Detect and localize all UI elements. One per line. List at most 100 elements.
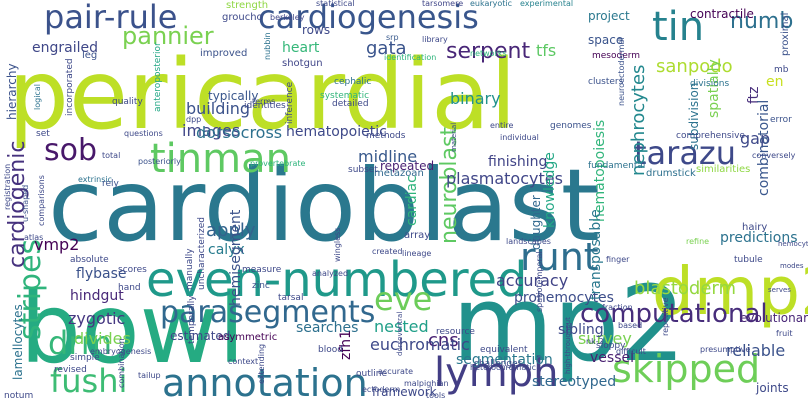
word: set <box>36 129 50 139</box>
word: en <box>766 74 784 90</box>
word: analyzed <box>312 269 348 278</box>
word: questions <box>124 129 163 138</box>
word: tools <box>426 391 445 400</box>
word: created <box>372 247 402 256</box>
word: high-throughput <box>564 317 572 374</box>
word: improved <box>200 48 247 59</box>
word: pair-rule <box>44 0 177 36</box>
word: inference <box>285 81 295 124</box>
word: cardioblast <box>48 147 600 264</box>
word: midline <box>358 147 417 166</box>
word: mp2 <box>452 263 686 385</box>
word: fundamental <box>588 161 645 171</box>
word: measure <box>242 265 282 275</box>
word: sanpodo <box>656 56 733 77</box>
word: nk-2 <box>586 337 604 346</box>
word: lamellocytes <box>11 304 25 380</box>
word: blastoderm <box>634 278 736 299</box>
word: difficult <box>616 347 646 356</box>
word: manually <box>185 248 195 290</box>
word: uncharacterized <box>197 217 207 290</box>
word: accuracy <box>496 271 568 290</box>
word: transposable <box>588 209 604 300</box>
word: calyx <box>208 242 245 258</box>
word: estimated <box>170 329 230 343</box>
word: equivalent <box>480 345 528 355</box>
word: gata <box>366 38 407 59</box>
word: spatiotemporal <box>535 251 544 312</box>
word: joints <box>755 381 789 395</box>
word: apply <box>206 220 256 241</box>
word: resource <box>436 327 475 337</box>
word: genomes <box>550 121 592 131</box>
word: blood <box>318 345 343 355</box>
word: metazoan <box>374 168 424 179</box>
word: vmp2 <box>34 235 79 254</box>
word: finishing <box>488 154 547 170</box>
word: logical <box>33 84 42 110</box>
word: simple <box>70 353 100 363</box>
word: stripes <box>13 239 48 340</box>
word: systematic <box>320 91 369 101</box>
word: methods <box>366 131 406 141</box>
word: based <box>618 321 642 330</box>
word: lineage <box>402 249 431 258</box>
word: tin <box>652 4 704 50</box>
word: spatially <box>706 59 722 118</box>
word: divides <box>74 329 131 348</box>
word: dmp2 <box>652 253 808 330</box>
word: cardiogenic <box>5 141 30 268</box>
word: finger <box>606 255 630 264</box>
word: nubbin <box>263 32 272 60</box>
word: identification <box>384 53 436 62</box>
word: mb <box>774 65 789 75</box>
word: anteroposterior <box>153 42 163 112</box>
word: tailup <box>138 371 161 380</box>
word: hematopoietic <box>286 124 387 140</box>
word: runt <box>520 235 599 279</box>
word: embryogenesis <box>90 347 151 356</box>
word: even-numbered <box>146 252 528 308</box>
word: knowledge <box>542 152 558 228</box>
word: temporally <box>187 295 197 344</box>
word: fraction <box>602 303 633 312</box>
word: framework <box>372 385 437 399</box>
word: evolutionary <box>740 311 808 325</box>
word: skipped <box>612 347 760 391</box>
word: flybase <box>76 266 126 282</box>
word: shotgun <box>282 58 323 69</box>
word: parasegments <box>160 295 375 330</box>
word: reliable <box>726 341 785 360</box>
word: tarsomere <box>422 0 463 8</box>
word: proximal <box>780 13 791 56</box>
word: serves <box>768 286 791 294</box>
word: tarazu <box>634 134 736 172</box>
word: subdivision <box>687 83 701 150</box>
word: gap <box>740 129 770 148</box>
word: fushi <box>50 362 127 400</box>
word: comparisons <box>37 175 46 226</box>
word: u-shaped <box>21 185 30 222</box>
word: detailed <box>332 99 369 109</box>
word: hematopoiesis <box>592 120 608 222</box>
word: hemocyte <box>778 240 808 248</box>
word: atlas <box>24 233 43 242</box>
word: notum <box>4 391 33 401</box>
word: leg <box>82 50 97 61</box>
word: combination <box>117 338 126 388</box>
word: rows <box>302 23 330 37</box>
word: segmentation <box>456 352 553 368</box>
word: tfs <box>536 41 556 60</box>
word: cephalic <box>334 77 371 87</box>
word: fruit <box>776 329 793 338</box>
word: binary <box>450 89 501 108</box>
word: pannier <box>122 22 214 50</box>
word: zygotic <box>68 309 125 328</box>
word: prohemocytes <box>514 290 614 306</box>
word: groucho <box>222 12 263 23</box>
word: heterochromatic <box>470 363 536 372</box>
word: malpighian <box>404 379 449 388</box>
word: wingless <box>333 228 342 262</box>
word: strength <box>226 0 268 11</box>
word: statistical <box>316 0 355 8</box>
